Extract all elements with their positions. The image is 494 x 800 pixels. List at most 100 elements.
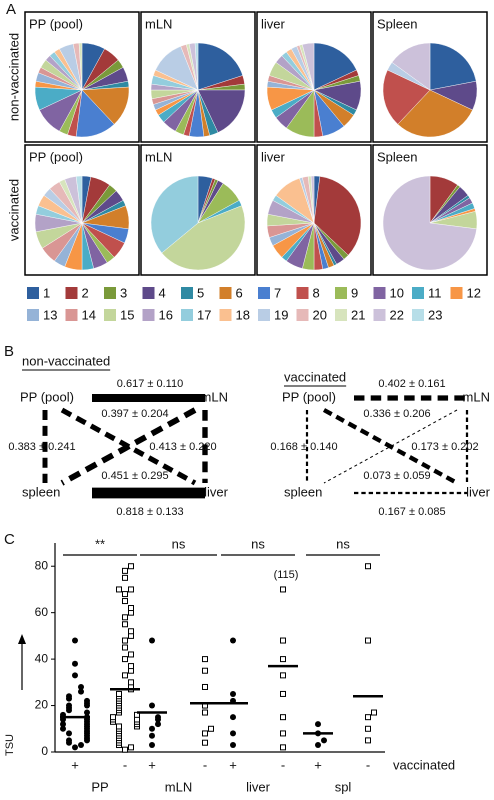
data-point xyxy=(365,737,371,744)
data-point xyxy=(202,730,208,737)
pie-title: Spleen xyxy=(377,149,417,164)
data-point xyxy=(116,586,122,593)
x-tick-label: + xyxy=(71,757,79,772)
data-point xyxy=(122,672,128,679)
pie-frame xyxy=(372,11,488,143)
data-point xyxy=(149,742,155,749)
data-point xyxy=(230,714,236,721)
legend-swatch xyxy=(296,309,309,321)
y-axis-label: TSU xyxy=(4,734,16,756)
legend-label: 12 xyxy=(467,285,481,300)
pie-title: liver xyxy=(261,16,286,31)
legend-swatch xyxy=(373,309,386,321)
legend-label: 5 xyxy=(197,285,204,300)
network-title: non-vaccinated xyxy=(22,353,110,368)
pie-frame xyxy=(24,11,140,143)
y-tick-label: 80 xyxy=(35,558,49,572)
legend-swatch xyxy=(373,287,386,299)
row-label: non-vaccinated xyxy=(6,33,21,121)
data-point xyxy=(230,730,236,737)
data-point xyxy=(230,637,236,644)
legend-swatch xyxy=(219,309,232,321)
data-point xyxy=(149,637,155,644)
legend-swatch xyxy=(335,309,347,321)
legend-swatch xyxy=(450,287,463,299)
pie-frame xyxy=(140,144,256,276)
network-edge xyxy=(322,408,459,485)
pie-slice xyxy=(397,89,473,138)
pie-frame xyxy=(24,144,140,276)
legend-swatch xyxy=(219,287,232,299)
pie-slice xyxy=(150,175,199,254)
edge-label: 0.173 ± 0.202 xyxy=(411,441,478,453)
pie-slice xyxy=(391,42,431,91)
data-point xyxy=(365,637,371,644)
pie-slice xyxy=(313,42,357,91)
data-point xyxy=(280,672,286,679)
data-point xyxy=(202,667,208,674)
legend-swatch xyxy=(412,309,424,321)
data-point xyxy=(208,725,214,732)
pie-frame xyxy=(256,144,372,276)
data-point xyxy=(66,730,72,737)
annotation: (115) xyxy=(274,569,299,581)
legend-swatch xyxy=(104,287,116,299)
data-point xyxy=(280,714,286,721)
pie-title: mLN xyxy=(145,149,172,164)
data-point xyxy=(280,690,286,697)
legend-swatch xyxy=(65,287,78,299)
data-point xyxy=(155,721,161,728)
data-point xyxy=(202,709,208,716)
group-label: spl xyxy=(335,779,352,794)
data-point xyxy=(110,714,116,721)
data-point xyxy=(280,744,286,751)
pie-slice xyxy=(75,175,83,224)
legend-swatch xyxy=(104,309,116,321)
data-point xyxy=(122,614,128,621)
x-axis-label: vaccinated xyxy=(393,757,455,772)
data-point xyxy=(122,656,128,663)
legend-label: 21 xyxy=(351,307,365,322)
data-point xyxy=(72,672,78,679)
data-point xyxy=(122,598,128,605)
data-point xyxy=(202,739,208,746)
data-point xyxy=(122,591,128,598)
network-node: liver xyxy=(466,484,491,499)
data-point xyxy=(72,637,78,644)
data-point xyxy=(280,637,286,644)
pie-title: Spleen xyxy=(377,16,417,31)
x-tick-label: - xyxy=(366,757,370,772)
significance: ** xyxy=(95,536,105,551)
group-label: PP xyxy=(91,779,108,794)
data-point xyxy=(280,586,286,593)
legend-swatch xyxy=(412,287,424,299)
edge-label: 0.168 ± 0.140 xyxy=(270,441,337,453)
legend-label: 20 xyxy=(313,307,327,322)
legend-label: 1 xyxy=(43,285,50,300)
legend-swatch xyxy=(258,309,270,321)
legend-label: 8 xyxy=(313,285,320,300)
edge-label: 0.617 ± 0.110 xyxy=(117,378,183,390)
data-point xyxy=(128,563,134,570)
network-edge xyxy=(323,409,458,484)
data-point xyxy=(230,742,236,749)
significance: ns xyxy=(336,536,350,551)
legend-label: 17 xyxy=(197,307,211,322)
legend-swatch xyxy=(142,309,155,321)
data-point xyxy=(128,679,134,686)
pie-slice xyxy=(313,176,362,256)
legend-swatch xyxy=(27,309,39,321)
data-point xyxy=(230,690,236,697)
data-point xyxy=(122,644,128,651)
data-point xyxy=(66,737,72,744)
data-point xyxy=(66,693,72,700)
edge-label: 0.336 ± 0.206 xyxy=(363,408,430,420)
data-point xyxy=(122,574,128,581)
pie-slice xyxy=(310,175,315,224)
data-point xyxy=(371,709,377,716)
data-point xyxy=(128,744,134,751)
data-point xyxy=(149,732,155,739)
data-point xyxy=(280,730,286,737)
panel-label: C xyxy=(4,531,15,548)
